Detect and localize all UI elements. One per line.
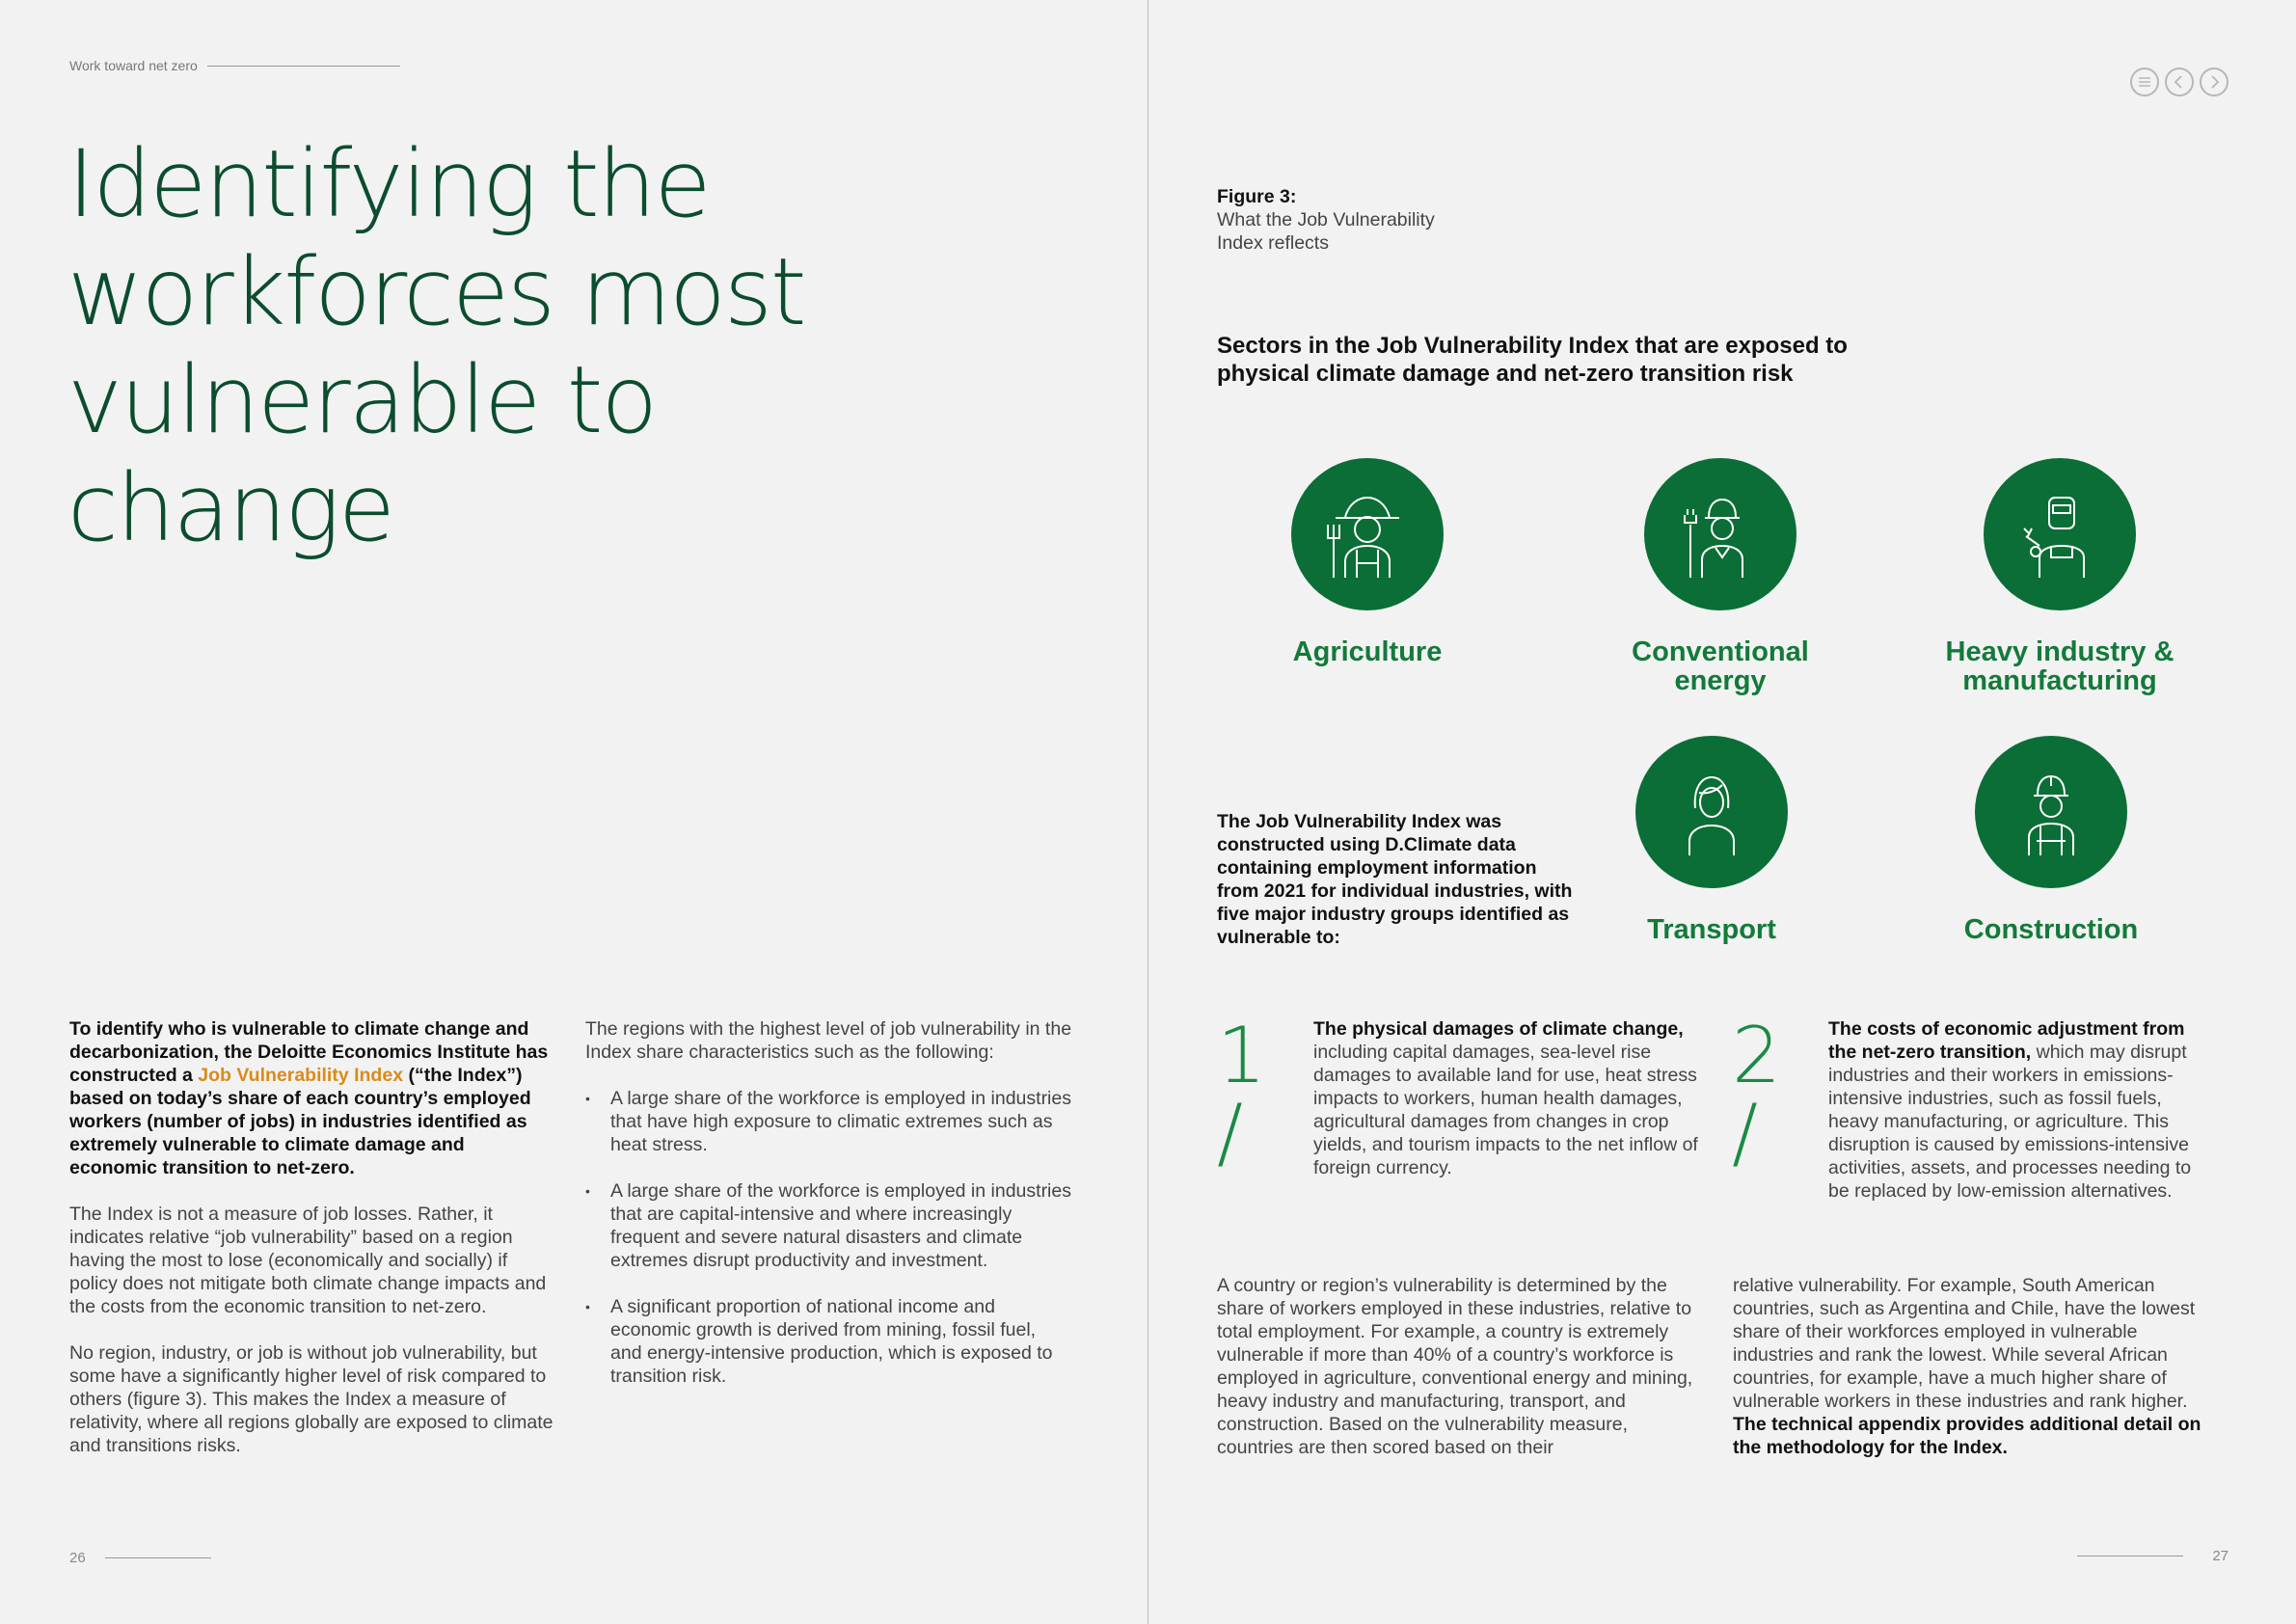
relativity-paragraph: No region, industry, or job is without j… <box>69 1342 554 1456</box>
welder-icon <box>1984 458 2136 610</box>
sector-label-line-1: Agriculture <box>1292 636 1443 667</box>
figure-heading: Sectors in the Job Vulnerability Index t… <box>1217 332 1950 388</box>
chevron-left-icon[interactable] <box>2165 68 2194 96</box>
page-navigation <box>2130 68 2228 96</box>
left-footer: 26 <box>69 1550 211 1566</box>
title-line-4: change <box>68 454 395 562</box>
job-vulnerability-index-link[interactable]: Job Vulnerability Index <box>198 1065 404 1086</box>
page-number-left: 26 <box>69 1550 86 1566</box>
sector-label-line-1: Transport <box>1647 914 1776 945</box>
relative-vulnerability-paragraph: relative vulnerability. For example, Sou… <box>1733 1274 2220 1459</box>
list-item: A significant proportion of national inc… <box>585 1295 1072 1388</box>
index-definition-paragraph: The Index is not a measure of job losses… <box>69 1204 547 1317</box>
figure-caption-line-2: Index reflects <box>1217 232 1329 254</box>
menu-lines-icon[interactable] <box>2130 68 2159 96</box>
section-label-text: Work toward net zero <box>69 58 198 73</box>
appendix-note: The technical appendix provides addition… <box>1733 1414 2201 1458</box>
title-line-1: Identifying the <box>68 130 712 238</box>
energy-worker-icon <box>1644 458 1796 610</box>
right-column-1: A country or region’s vulnerability is d… <box>1217 1274 1704 1482</box>
figure-number: Figure 3: <box>1217 186 1297 207</box>
sector-label-line-2: manufacturing <box>1962 665 2157 696</box>
index-note: The Job Vulnerability Index was construc… <box>1217 811 1573 948</box>
sector-label: Conventional energy <box>1576 637 1865 695</box>
footer-rule <box>104 1557 211 1558</box>
sector-label-line-1: Construction <box>1963 914 2139 945</box>
transport-worker-icon <box>1635 736 1788 888</box>
section-label-rule <box>206 65 400 67</box>
title-line-2: workforces most <box>68 238 806 346</box>
vulnerability-paragraph: A country or region’s vulnerability is d… <box>1217 1275 1693 1458</box>
intro-text-b: (“the Index”) based on today’s share of … <box>69 1065 531 1178</box>
figure-label: Figure 3: What the Job Vulnerability Ind… <box>1217 185 1435 255</box>
point-bold: The costs of economic adjustment from th… <box>1828 1018 2185 1063</box>
left-column-2: The regions with the highest level of jo… <box>585 1017 1072 1411</box>
point-bold: The physical damages of climate change, <box>1313 1018 1684 1040</box>
page-title: Identifying the workforces most vulnerab… <box>68 130 858 562</box>
figure-heading-line-2: physical climate damage and net-zero tra… <box>1217 361 1794 387</box>
sector-conventional-energy: Conventional energy <box>1576 458 1865 695</box>
characteristics-list: A large share of the workforce is employ… <box>585 1087 1072 1388</box>
right-footer: 27 <box>2077 1548 2228 1564</box>
sector-construction: Construction <box>1906 736 2196 944</box>
right-column-2: relative vulnerability. For example, Sou… <box>1733 1274 2220 1482</box>
left-column-1: To identify who is vulnerable to climate… <box>69 1017 556 1480</box>
section-label: Work toward net zero <box>69 58 400 73</box>
relative-vulnerability-text: relative vulnerability. For example, Sou… <box>1733 1275 2196 1412</box>
sector-transport: Transport <box>1567 736 1856 944</box>
sector-label-line-1: Conventional <box>1632 636 1809 667</box>
sector-label: Construction <box>1906 915 2196 944</box>
point-number: 1 / <box>1217 1011 1266 1177</box>
sector-label-line-2: energy <box>1674 665 1767 696</box>
construction-worker-icon <box>1975 736 2127 888</box>
sector-heavy-industry: Heavy industry & manufacturing <box>1915 458 2204 695</box>
sector-agriculture: Agriculture <box>1223 458 1512 666</box>
chevron-right-icon[interactable] <box>2200 68 2228 96</box>
farmer-icon <box>1291 458 1444 610</box>
point-text: The physical damages of climate change, … <box>1313 1017 1714 1179</box>
page-number-right: 27 <box>2212 1548 2228 1564</box>
characteristics-intro: The regions with the highest level of jo… <box>585 1018 1072 1063</box>
intro-text-a: To identify who is vulnerable to climate… <box>69 1018 549 1086</box>
list-item: A large share of the workforce is employ… <box>585 1087 1072 1156</box>
sector-label: Agriculture <box>1223 637 1512 666</box>
point-number: 2 / <box>1732 1011 1781 1177</box>
figure-heading-line-1: Sectors in the Job Vulnerability Index t… <box>1217 333 1848 359</box>
sector-label-line-1: Heavy industry & <box>1945 636 2174 667</box>
point-1: 1 / The physical damages of climate chan… <box>1217 1017 1718 1179</box>
point-text: The costs of economic adjustment from th… <box>1828 1017 2214 1203</box>
sector-label: Heavy industry & manufacturing <box>1915 637 2204 695</box>
list-item: A large share of the workforce is employ… <box>585 1179 1072 1272</box>
title-line-3: vulnerable to <box>68 346 658 454</box>
point-body: which may disrupt industries and their w… <box>1828 1042 2192 1202</box>
intro-paragraph: To identify who is vulnerable to climate… <box>69 1017 556 1179</box>
point-2: 2 / The costs of economic adjustment fro… <box>1732 1017 2233 1203</box>
sector-label: Transport <box>1567 915 1856 944</box>
figure-caption-line-1: What the Job Vulnerability <box>1217 209 1435 230</box>
point-body: including capital damages, sea-level ris… <box>1313 1042 1698 1178</box>
